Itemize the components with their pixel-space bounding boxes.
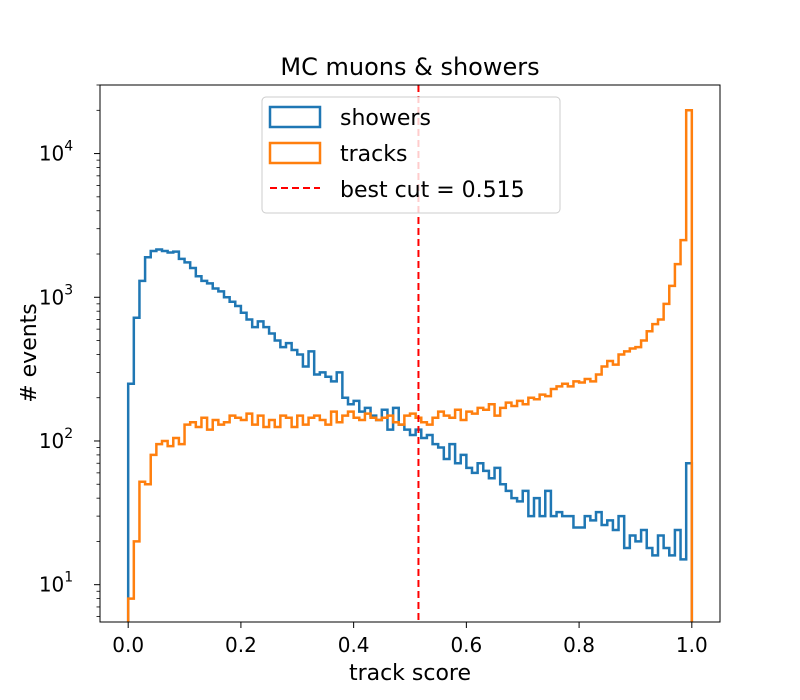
legend: showers tracks best cut = 0.515 bbox=[261, 96, 561, 214]
plot-frame bbox=[99, 84, 721, 623]
x-axis-label: track score bbox=[349, 661, 471, 686]
legend-label-tracks: tracks bbox=[340, 142, 407, 167]
x-axis-ticks: 0.0 0.2 0.4 0.6 0.8 1.0 bbox=[112, 622, 708, 657]
x-tick-label: 0.0 bbox=[112, 633, 144, 657]
x-tick-label: 1.0 bbox=[676, 633, 708, 657]
legend-label-best-cut: best cut = 0.515 bbox=[340, 178, 525, 203]
series-showers-histogram bbox=[126, 248, 694, 622]
x-tick-label: 0.2 bbox=[225, 633, 257, 657]
legend-swatch-showers bbox=[268, 105, 322, 129]
y-axis-label: # events bbox=[17, 303, 42, 403]
x-tick-label: 0.8 bbox=[563, 633, 595, 657]
legend-label-showers: showers bbox=[340, 106, 431, 131]
legend-swatch-tracks bbox=[268, 141, 322, 165]
chart-title: MC muons & showers bbox=[280, 53, 539, 81]
series-tracks-histogram bbox=[126, 109, 694, 622]
x-tick-label: 0.6 bbox=[450, 633, 482, 657]
x-tick-label: 0.4 bbox=[338, 633, 370, 657]
legend-box bbox=[261, 96, 561, 214]
